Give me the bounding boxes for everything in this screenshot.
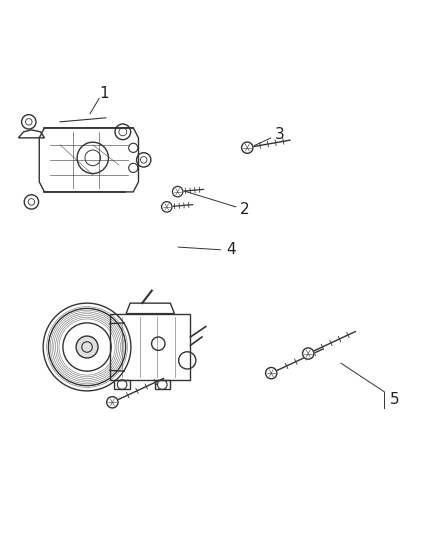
Text: 4: 4 (226, 243, 236, 257)
Circle shape (162, 201, 172, 212)
Circle shape (303, 348, 314, 359)
Text: 3: 3 (275, 127, 285, 142)
Text: 2: 2 (240, 203, 250, 217)
Circle shape (107, 397, 118, 408)
Text: 1: 1 (100, 86, 110, 101)
Circle shape (265, 367, 277, 379)
Circle shape (76, 336, 98, 358)
Text: 5: 5 (390, 392, 399, 407)
Circle shape (242, 142, 253, 154)
Circle shape (173, 187, 183, 197)
